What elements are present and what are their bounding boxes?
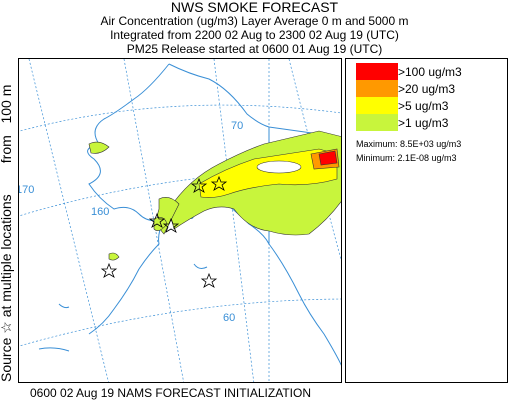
legend-item: >100 ug/m3: [356, 63, 462, 80]
legend-label: >1 ug/m3: [398, 115, 449, 130]
release-info: PM25 Release started at 0600 01 Aug 19 (…: [126, 42, 383, 56]
legend-swatch: [356, 63, 398, 80]
integration-period: Integrated from 2200 02 Aug to 2300 02 A…: [110, 28, 399, 42]
height-label: 100 m: [0, 85, 14, 124]
smoke-small-patch: [108, 252, 120, 261]
legend-panel: >100 ug/m3 >20 ug/m3 >5 ug/m3 >1 ug/m3 M…: [345, 58, 508, 383]
concentration-subtitle: Air Concentration (ug/m3) Layer Average …: [100, 14, 409, 28]
legend-swatch: [356, 114, 398, 131]
smoke-north-area: [88, 141, 110, 154]
forecast-title: NWS SMOKE FORECAST: [170, 0, 339, 15]
smoke-max-area: [318, 150, 338, 166]
legend-label: >20 ug/m3: [398, 81, 456, 96]
source-star-icon: [190, 177, 208, 193]
maximum-value: Maximum: 8.5E+03 ug/m3: [356, 139, 462, 149]
source-label: Source ☆: [0, 321, 14, 382]
legend-swatch: [356, 80, 398, 97]
legend-swatch: [356, 97, 398, 114]
smoke-mid-area: [198, 148, 338, 198]
source-star-icon: [100, 262, 118, 278]
graticule-label-170: 170: [19, 184, 34, 196]
source-star-icon: [200, 272, 218, 288]
legend-item: >5 ug/m3: [356, 97, 448, 114]
map-canvas: 170 160 150 140 100 70 60: [19, 59, 341, 382]
source-star-icon: [162, 217, 180, 233]
legend-label: >5 ug/m3: [398, 98, 449, 113]
source-side-label: Source ☆ at multiple locations from 100 …: [0, 52, 16, 382]
graticule-label-160: 160: [91, 206, 109, 218]
source-star-icon: [148, 212, 166, 228]
forecast-initialization: 0600 02 Aug 19 NAMS FORECAST INITIALIZAT…: [30, 386, 311, 400]
locations-label: at multiple locations: [0, 194, 14, 318]
legend-item: >20 ug/m3: [356, 80, 455, 97]
smoke-plume: [88, 130, 341, 261]
graticule-label-70: 70: [231, 120, 243, 132]
legend-label: >100 ug/m3: [398, 64, 462, 79]
minimum-value: Minimum: 2.1E-08 ug/m3: [356, 153, 457, 163]
source-star-icon: [210, 175, 228, 191]
graticule-label-60: 60: [223, 312, 235, 324]
legend-item: >1 ug/m3: [356, 114, 448, 131]
smoke-clear-patch: [256, 160, 302, 174]
from-label: from: [0, 135, 14, 164]
smoke-map[interactable]: 170 160 150 140 100 70 60: [18, 58, 342, 383]
source-markers: [100, 175, 228, 288]
